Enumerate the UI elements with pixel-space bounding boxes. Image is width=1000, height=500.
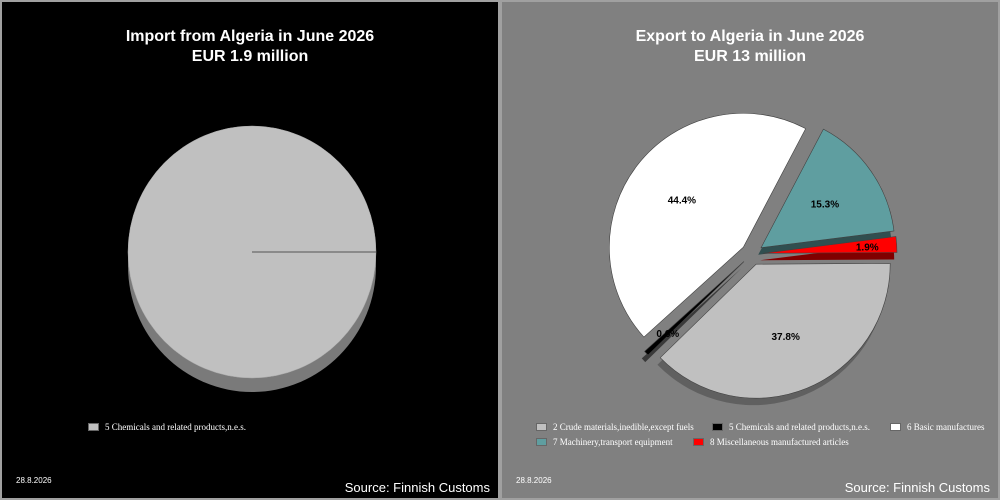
export-source: Source: Finnish Customs xyxy=(844,480,990,495)
legend-swatch xyxy=(693,438,704,446)
export-date: 28.8.2026 xyxy=(516,476,552,485)
import-pie-chart xyxy=(127,125,377,392)
export-legend-item-crude: 2 Crude materials,inedible,except fuels xyxy=(536,422,694,432)
import-chart-panel: Import from Algeria in June 2026 EUR 1.9… xyxy=(0,0,500,500)
pie-slice-2-crude-materials-inedible-except-fuels xyxy=(659,263,891,399)
pie-label-2-crude-materials-inedible-except-fuels: 37.8% xyxy=(772,332,800,343)
export-legend-item-basic: 6 Basic manufactures xyxy=(890,422,984,432)
pie-label-7-machinery-transport-equipment: 15.3% xyxy=(811,199,839,210)
legend-swatch xyxy=(536,423,547,431)
pie-label-8-miscellaneous-manufactured-articles: 1.9% xyxy=(856,242,879,253)
export-chart-title: Export to Algeria in June 2026 xyxy=(635,28,865,45)
import-source: Source: Finnish Customs xyxy=(344,480,490,495)
legend-label: 8 Miscellaneous manufactured articles xyxy=(710,437,849,447)
export-legend-item-chemicals: 5 Chemicals and related products,n.e.s. xyxy=(712,422,870,432)
legend-swatch xyxy=(536,438,547,446)
legend-label: 5 Chemicals and related products,n.e.s. xyxy=(105,422,246,432)
pie-slice-5-chemicals-and-related-products-n-e-s xyxy=(644,261,745,356)
pie-slice-shadow xyxy=(641,268,742,363)
pie-slice-6-basic-manufactures xyxy=(609,112,807,338)
export-chart-subtitle: EUR 13 million xyxy=(693,48,807,65)
legend-label: 2 Crude materials,inedible,except fuels xyxy=(553,422,694,432)
legend-label: 5 Chemicals and related products,n.e.s. xyxy=(729,422,870,432)
legend-swatch xyxy=(890,423,901,431)
import-chart-subtitle: EUR 1.9 million xyxy=(191,48,309,65)
legend-label: 7 Machinery,transport equipment xyxy=(553,437,673,447)
legend-swatch xyxy=(712,423,723,431)
import-date: 28.8.2026 xyxy=(16,476,52,485)
export-legend-item-machinery: 7 Machinery,transport equipment xyxy=(536,437,673,447)
pie-label-5-chemicals-and-related-products-n-e-s: 0.6% xyxy=(656,329,679,340)
pie-label-6-basic-manufactures: 44.4% xyxy=(668,196,696,207)
legend-label: 6 Basic manufactures xyxy=(907,422,985,432)
import-legend-item-chemicals: 5 Chemicals and related products,n.e.s. xyxy=(88,422,246,432)
export-legend-item-misc: 8 Miscellaneous manufactured articles xyxy=(693,437,849,447)
import-chart-title: Import from Algeria in June 2026 xyxy=(125,28,375,45)
export-pie-chart: 37.8% 0.6% 44.4% 15.3% 1.9% xyxy=(606,112,898,406)
pie-slice-8-miscellaneous-manufactured-articles xyxy=(762,236,898,254)
export-chart-panel: Export to Algeria in June 2026 EUR 13 mi… xyxy=(500,0,1000,500)
pie-slice-7-machinery-transport-equipment xyxy=(760,128,895,249)
legend-swatch xyxy=(88,423,99,431)
